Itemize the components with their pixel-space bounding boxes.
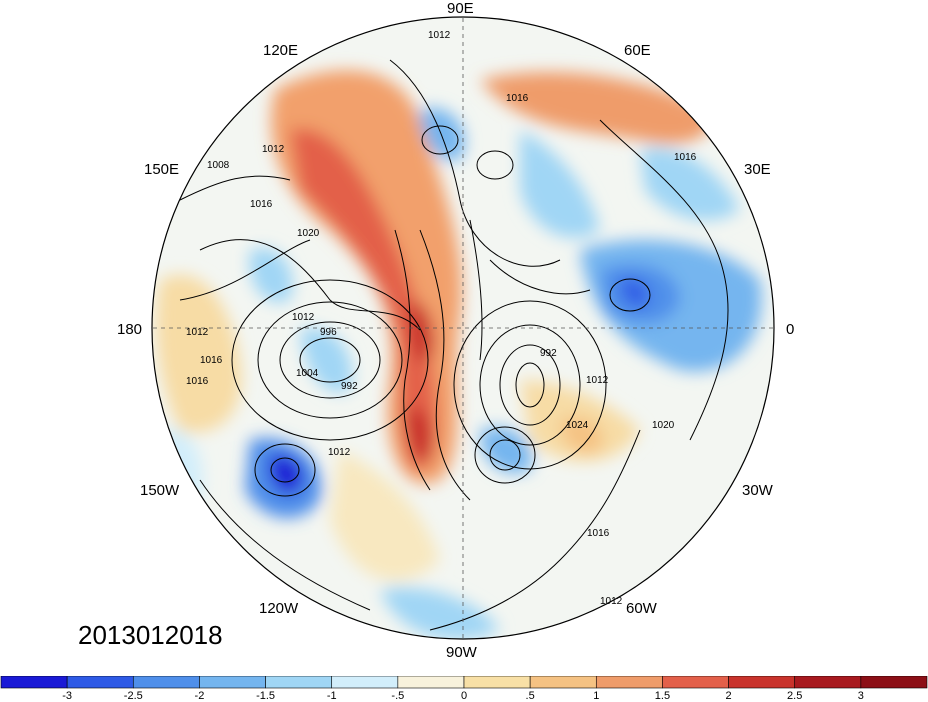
colorbar-tick-label: 2	[725, 690, 732, 702]
lon-label-60e: 60E	[624, 42, 651, 59]
lon-label-60w: 60W	[626, 600, 657, 617]
lon-label-30e: 30E	[744, 161, 771, 178]
anomaly-shading	[156, 70, 762, 639]
polar-map	[151, 16, 775, 640]
colorbar-tick-label: -1	[326, 690, 337, 702]
lon-label-180: 180	[117, 321, 143, 338]
colorbar-box	[397, 676, 465, 689]
colorbar-tick-label: -2	[194, 690, 205, 702]
colorbar-box	[199, 676, 266, 689]
colorbar-box	[463, 676, 531, 689]
lon-label-120w: 120W	[259, 600, 299, 617]
colorbar-box	[662, 676, 729, 689]
colorbar-tick-label: -.5	[391, 690, 405, 702]
colorbar-box	[529, 676, 597, 689]
isobars	[179, 59, 729, 631]
colorbar-box	[0, 676, 68, 689]
map-boundary	[151, 16, 775, 640]
colorbar-tick-label: -1.5	[256, 690, 276, 702]
colorbar-tick-label: .5	[525, 690, 535, 702]
colorbar-tick-label: 3	[857, 690, 864, 702]
colorbar-box	[66, 676, 134, 689]
lon-label-150w: 150W	[140, 482, 180, 499]
colorbar-box	[595, 676, 663, 689]
colorbar-tick-label: 0	[460, 690, 468, 702]
colorbar	[0, 676, 928, 689]
colorbar-tick-label: 1	[593, 690, 600, 702]
lon-label-0: 0	[786, 321, 795, 338]
colorbar-box	[728, 676, 796, 689]
colorbar-tick-label: -3	[62, 690, 73, 702]
lon-label-90w: 90W	[446, 644, 477, 661]
colorbar-boxes	[0, 676, 928, 689]
lon-label-30w: 30W	[742, 482, 773, 499]
lon-label-90e: 90E	[447, 0, 474, 17]
lon-label-120e: 120E	[263, 42, 299, 59]
colorbar-tick-label: 2.5	[787, 690, 803, 702]
colorbar-box	[132, 676, 200, 689]
lon-label-150e: 150E	[144, 161, 180, 178]
timestamp-label: 2013012018	[78, 620, 223, 650]
colorbar-box	[794, 676, 862, 689]
colorbar-tick-label: -2.5	[123, 690, 143, 702]
colorbar-tick-label: 1.5	[654, 690, 671, 702]
colorbar-box	[860, 676, 928, 689]
colorbar-box	[265, 676, 333, 689]
colorbar-box	[331, 676, 399, 689]
